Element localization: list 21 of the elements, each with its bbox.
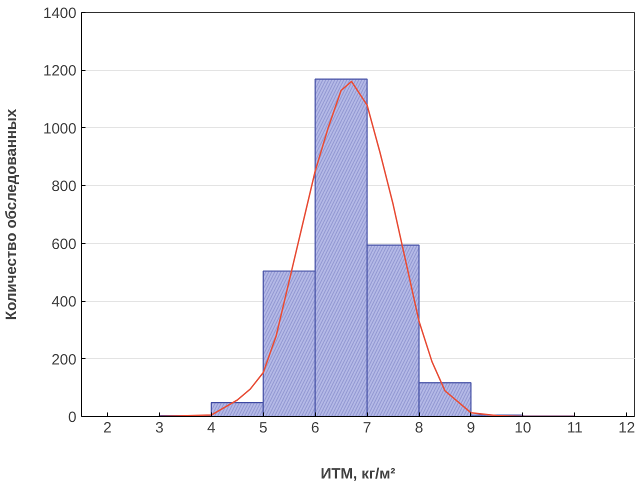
y-tick-label: 800 [51, 178, 77, 196]
x-tick-label: 10 [514, 420, 532, 436]
y-tick-label: 200 [51, 351, 77, 368]
x-tick-label: 2 [103, 420, 112, 436]
y-tick-label: 600 [51, 236, 77, 253]
y-tick-label: 1400 [43, 5, 77, 22]
x-tick-label: 8 [414, 420, 424, 436]
y-tick-label: 400 [51, 294, 77, 311]
x-tick-label: 11 [567, 420, 583, 436]
x-tick-label: 12 [618, 420, 636, 436]
y-tick-label: 1200 [43, 62, 77, 80]
x-tick-label: 6 [310, 420, 320, 436]
y-tick-label: 1000 [43, 120, 77, 138]
x-tick-label: 7 [362, 420, 372, 436]
x-tick-label: 3 [155, 420, 164, 436]
x-tick-label: 5 [259, 420, 268, 436]
x-axis-title: ИТМ, кг/м² [320, 466, 396, 482]
x-tick-label: 4 [207, 420, 216, 436]
x-tick-label: 9 [466, 420, 476, 436]
y-tick-label: 0 [68, 409, 76, 426]
y-axis-title: Количество обследованных [3, 108, 20, 320]
